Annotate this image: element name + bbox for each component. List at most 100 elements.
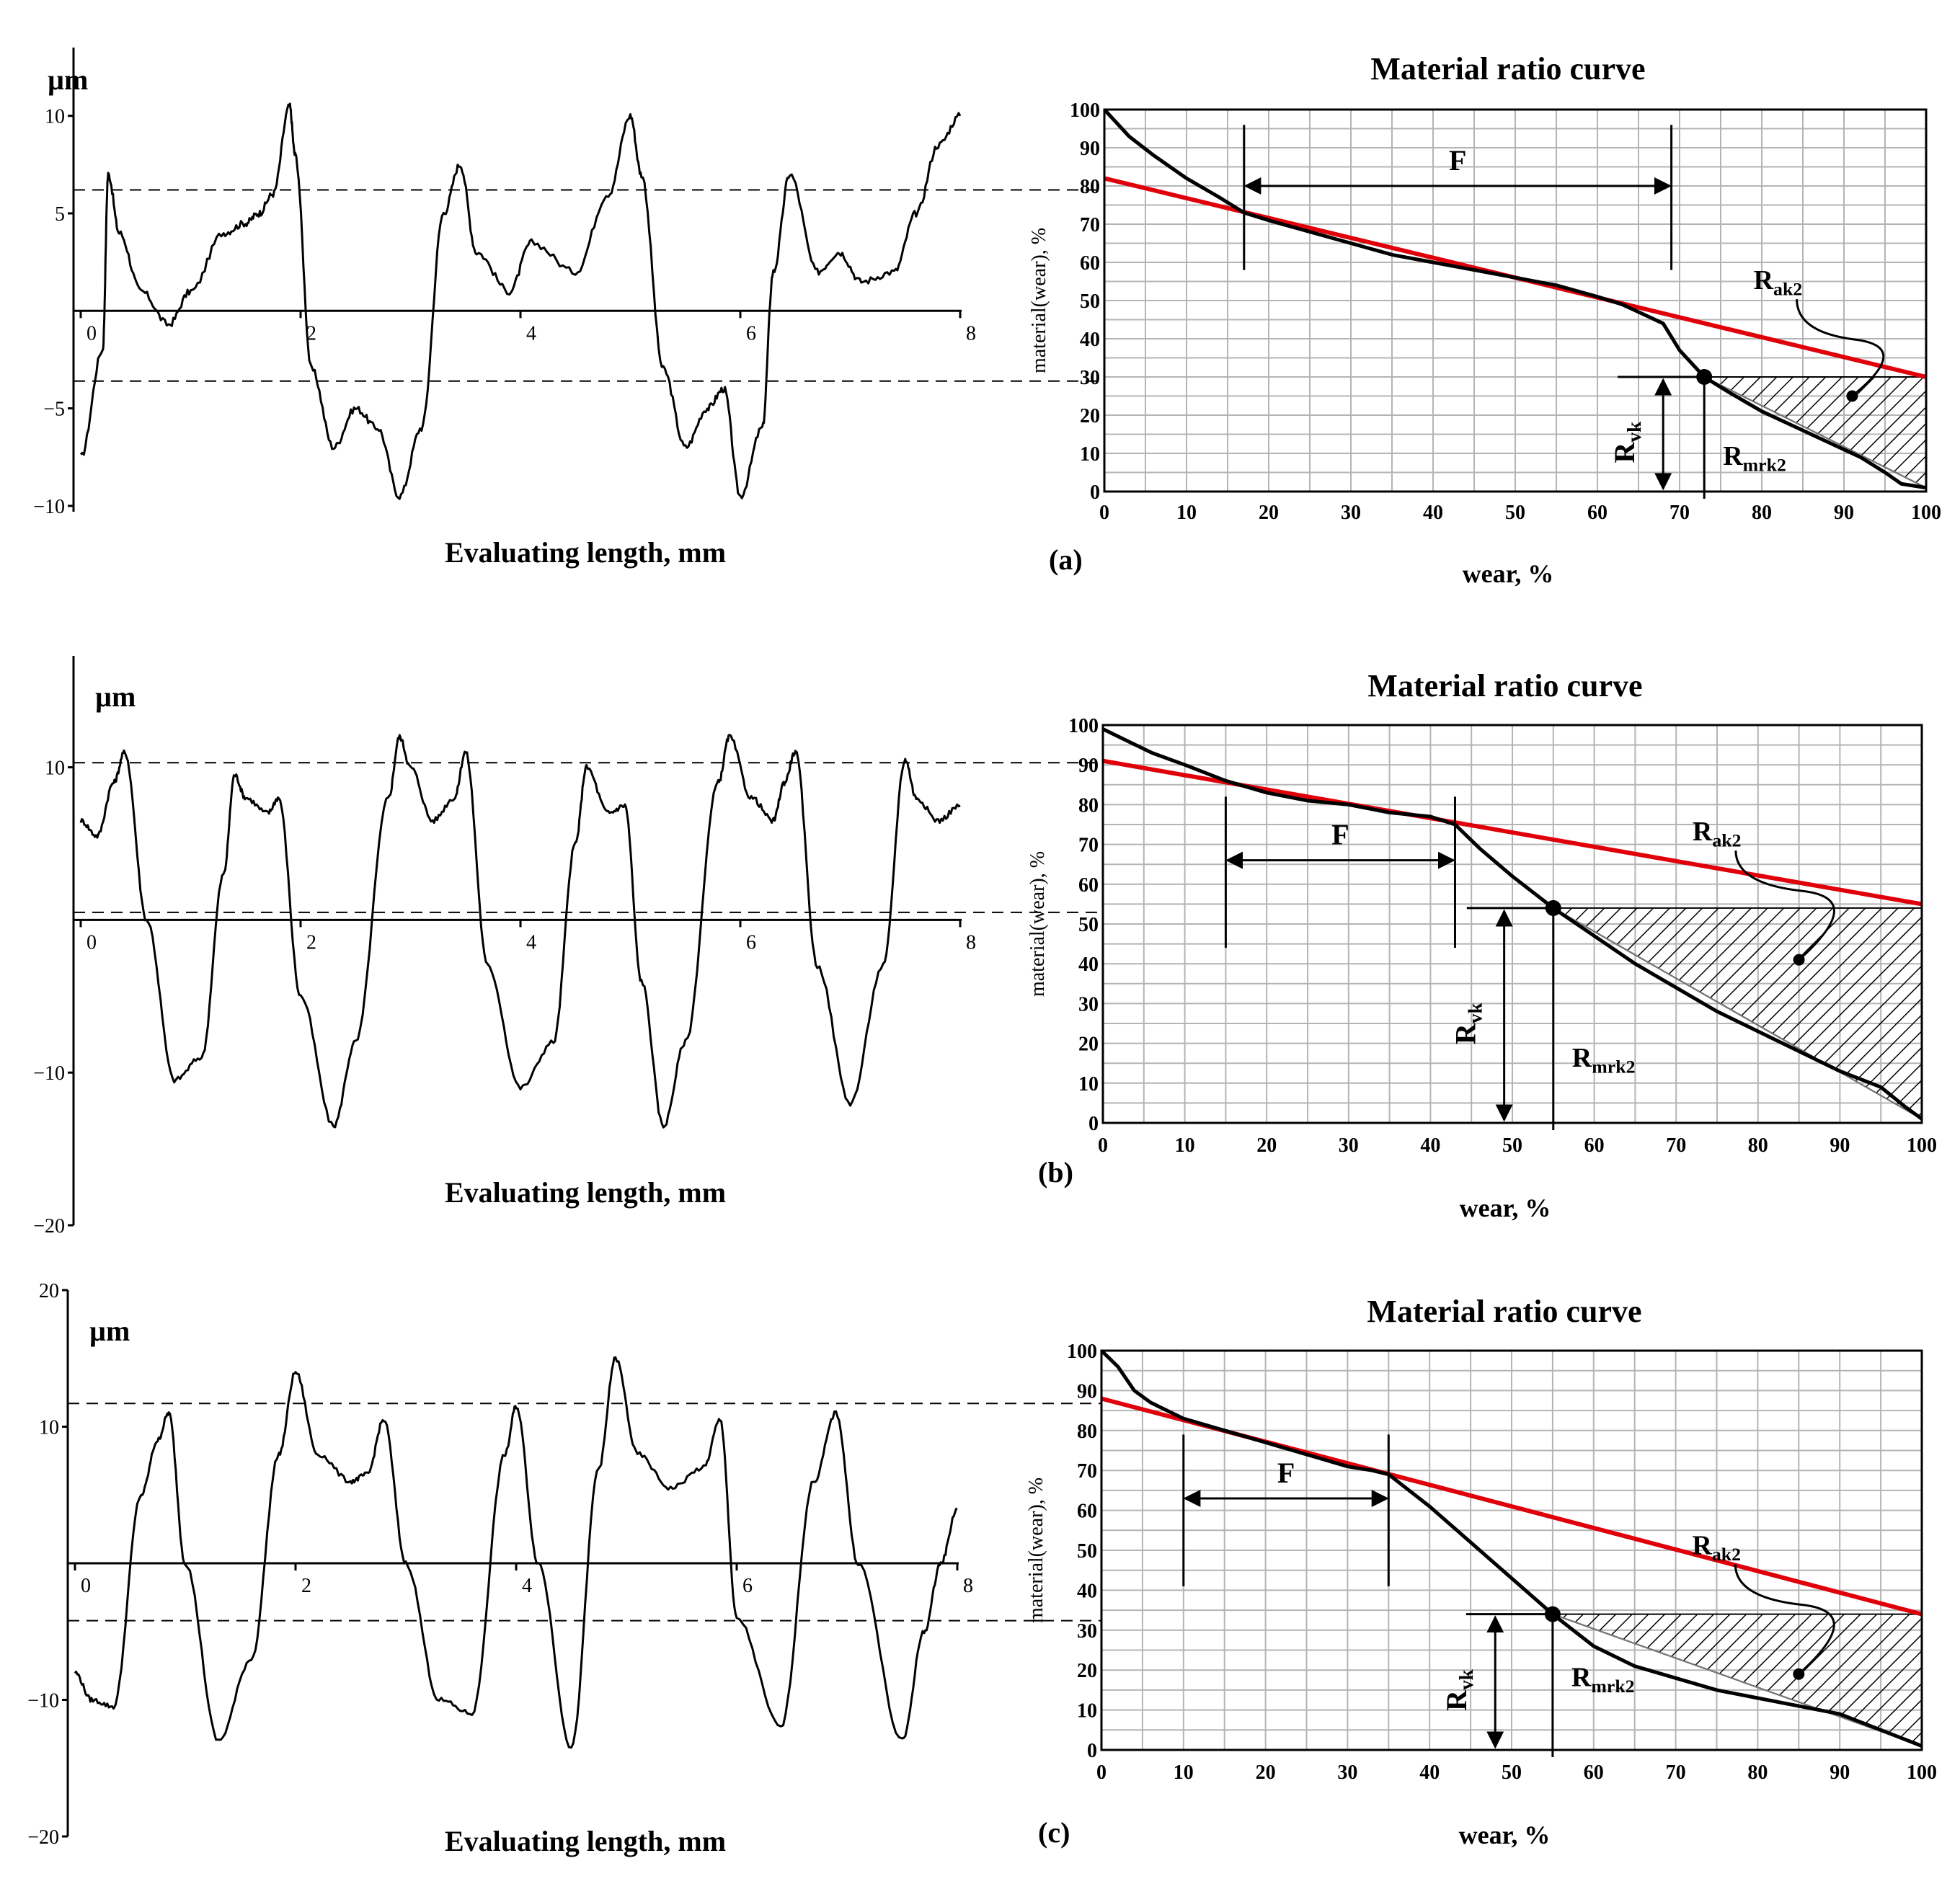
rvk-label-group: Rvk [1608,421,1645,463]
profile-x-tick-label: 6 [746,931,756,954]
rak2-label-base: R [1754,265,1774,296]
mr-y-tick-label: 10 [1080,443,1100,466]
mr-x-tick-label: 100 [1907,1761,1937,1784]
rvk-label-group: Rvk [1440,1669,1477,1710]
profile-x-label: Evaluating length, mm [445,536,726,569]
mr-y-tick-label: 60 [1077,1501,1097,1523]
mr-x-tick-label: 50 [1505,502,1525,524]
mr-y-tick-label: 60 [1078,874,1099,897]
material-ratio-chart: 00 10 10 20 20 30 30 40 40 50 50 60 60 70 70 80 80 90 90 10… [1026,668,1937,1222]
f-label: F [1331,819,1349,851]
hatch-hypotenuse [1703,376,1927,489]
mr-y-tick-label: 100 [1070,99,1100,122]
rak2-label-base: R [1692,1531,1712,1561]
mr-x-tick-label: 30 [1339,1134,1359,1157]
profile-x-tick-label: 2 [306,322,316,345]
rak2-dot [1793,1668,1805,1680]
rak2-label-base: R [1693,817,1713,847]
profile-x-tick-label: 8 [966,931,976,954]
profile-y-tick-label: 10 [45,106,65,128]
mr-x-tick-label: 90 [1830,1134,1850,1157]
rmrk2-label-subscript: mrk2 [1591,1676,1634,1697]
rvk-label: Rvk [1450,1002,1486,1044]
mr-y-tick-label: 50 [1077,1540,1097,1563]
mr-x-tick-label: 80 [1747,1761,1768,1784]
mr-x-tick-label: 90 [1834,502,1854,524]
threshold-point [1545,899,1561,916]
profile-trace [79,734,961,1129]
threshold-point [1544,1606,1561,1622]
material-ratio-curve [1101,727,1923,1121]
rak2-label-subscript: ak2 [1712,830,1741,850]
profile-y-tick-label: −10 [33,496,65,518]
material-ratio-chart: 00 10 10 20 20 30 30 40 40 50 50 60 60 70 70 80 80 90 90 10… [1025,1294,1937,1849]
threshold-point [1696,369,1713,385]
mr-title: Material ratio curve [1367,1294,1641,1329]
mr-y-tick-label: 70 [1078,835,1099,857]
rvk-label-base: R [1450,1023,1482,1044]
mr-y-tick-label: 80 [1078,794,1099,817]
profile-y-tick-label: 5 [55,203,65,226]
profile-trace [79,102,962,500]
rmrk2-label-base: R [1571,1663,1592,1693]
mr-plot-frame [1100,1349,1923,1751]
rvk-label-base: R [1440,1689,1473,1711]
mr-x-tick-label: 50 [1502,1134,1522,1157]
mr-x-tick-label: 90 [1830,1761,1850,1784]
rmrk2-label: Rmrk2 [1572,1043,1636,1077]
mr-y-tick-label: 70 [1080,214,1100,236]
mr-y-tick-label: 0 [1090,481,1100,504]
rak2-label: Rak2 [1692,1531,1741,1565]
f-label: F [1449,144,1466,177]
mr-x-label: wear, % [1459,1821,1551,1849]
profile-y-tick-label: −20 [33,1215,65,1238]
mr-y-tick-label: 100 [1067,1341,1097,1363]
rvk-label-subscript: vk [1455,1669,1477,1690]
profile-y-tick-label: −5 [43,399,65,421]
panels-layer: 0 2 4 6 8 10 5 −5 −10 µm Evaluating length, mm 0 0 10… [27,48,1941,1857]
profile-plot: 0 2 4 6 8 10 5 −5 −10 µm Evaluating length, mm [33,48,1104,569]
mr-y-tick-label: 40 [1078,954,1099,976]
mr-y-tick-label: 90 [1078,755,1099,777]
profile-x-tick-label: 2 [301,1575,311,1597]
mr-y-tick-label: 80 [1080,176,1100,198]
rvk-label-subscript: vk [1623,421,1645,443]
profile-unit-label: µm [89,1315,130,1347]
mr-y-tick-label: 40 [1080,329,1100,351]
rak2-label-subscript: ak2 [1712,1544,1741,1565]
hatch-hypotenuse [1552,1613,1923,1747]
profile-y-tick-label: −10 [27,1690,59,1712]
profile-plot: 0 2 4 6 8 10 −10 −20 µm Evaluating length, mm [33,656,1103,1238]
profile-x-tick-label: 0 [87,322,97,345]
profile-x-tick-label: 4 [526,322,536,345]
rvk-label-base: R [1608,442,1641,463]
profile-x-tick-label: 4 [526,931,536,954]
mr-x-tick-label: 100 [1911,502,1941,524]
mr-x-tick-label: 10 [1174,1761,1194,1784]
rvk-label-group: Rvk [1450,1002,1486,1044]
mr-y-tick-label: 90 [1077,1380,1097,1403]
mr-x-tick-label: 60 [1584,1134,1605,1157]
mr-y-label: material(wear), % [1026,851,1049,997]
profile-y-tick-label: 10 [39,1417,59,1439]
mr-y-label: material(wear), % [1025,1478,1047,1623]
profile-x-tick-label: 2 [306,931,316,954]
mr-y-tick-label: 20 [1080,405,1100,427]
profile-x-tick-label: 8 [966,322,976,345]
profile-y-tick-label: 10 [45,757,65,780]
rak2-label: Rak2 [1693,817,1742,850]
mr-x-tick-label: 70 [1666,1134,1686,1157]
material-ratio-curve [1103,108,1927,490]
rmrk2-label: Rmrk2 [1571,1663,1635,1697]
mr-x-tick-label: 0 [1096,1761,1107,1784]
rak2-leader [1734,1564,1835,1675]
material-ratio-chart: 00 10 10 20 20 30 30 40 40 50 50 60 60 70 70 80 80 90 90 10… [1028,51,1941,588]
mr-y-tick-label: 10 [1077,1700,1097,1723]
rmrk2-label-subscript: mrk2 [1743,454,1786,475]
mr-y-tick-label: 100 [1068,715,1099,737]
mr-x-tick-label: 70 [1669,502,1690,524]
mr-x-tick-label: 20 [1256,1134,1277,1157]
profile-x-label: Evaluating length, mm [445,1176,726,1209]
